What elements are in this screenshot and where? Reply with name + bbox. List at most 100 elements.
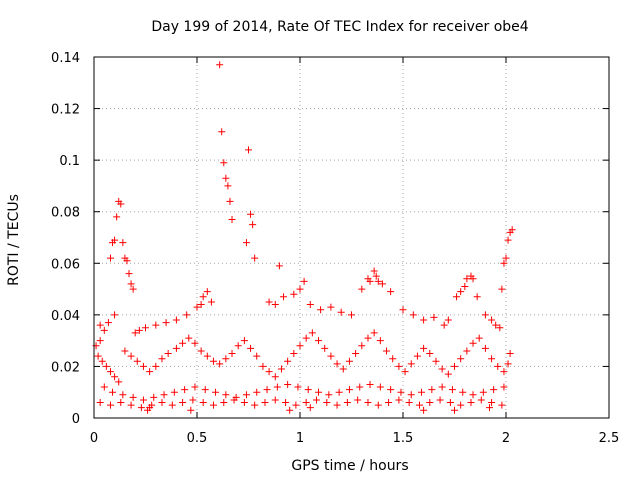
x-tick-label: 0.5: [187, 431, 208, 446]
data-point: [335, 388, 343, 396]
data-point: [494, 362, 502, 370]
data-point: [242, 239, 250, 247]
data-point: [372, 272, 380, 280]
data-point: [127, 401, 135, 409]
data-point: [96, 321, 104, 329]
data-point: [158, 399, 166, 407]
data-point: [370, 267, 378, 275]
data-point: [345, 357, 353, 365]
data-point: [106, 254, 114, 262]
x-tick-labels: 0 0.5 1 1.5 2 2.5: [90, 431, 619, 446]
data-point: [142, 324, 149, 332]
data-point: [181, 386, 189, 394]
data-point: [356, 383, 364, 391]
data-point: [234, 342, 242, 350]
data-point: [327, 352, 335, 360]
data-point: [428, 386, 436, 394]
data-point: [473, 293, 481, 301]
data-point: [292, 401, 300, 409]
data-point: [500, 368, 508, 376]
data-point: [448, 386, 456, 394]
data-point: [222, 391, 230, 399]
data-point: [290, 290, 298, 298]
data-point: [496, 324, 504, 332]
data-point: [432, 357, 440, 365]
data-point: [96, 399, 104, 407]
data-point: [150, 393, 158, 401]
data-point: [139, 362, 147, 370]
data-point: [364, 334, 372, 342]
data-point: [222, 174, 230, 182]
data-point: [345, 386, 353, 394]
data-point: [321, 344, 329, 352]
data-point: [339, 365, 347, 373]
data-point: [199, 293, 207, 301]
data-point: [160, 391, 168, 399]
data-point: [364, 399, 372, 407]
data-point: [104, 319, 112, 327]
data-point: [333, 401, 341, 409]
data-point: [481, 311, 489, 319]
data-point: [475, 334, 483, 342]
data-point: [249, 221, 257, 229]
data-point: [395, 396, 403, 404]
data-point: [376, 383, 384, 391]
x-tick-label: 1.5: [393, 431, 414, 446]
data-point: [399, 306, 407, 314]
data-point: [109, 388, 117, 396]
data-point: [94, 352, 102, 360]
data-point: [115, 378, 123, 386]
data-point: [374, 401, 382, 409]
y-tick-label: 0.02: [51, 360, 80, 375]
x-axis-label: GPS time / hours: [291, 458, 408, 474]
data-point: [315, 337, 323, 345]
data-point: [146, 404, 154, 412]
data-point: [259, 362, 267, 370]
data-point: [387, 288, 395, 296]
data-point: [135, 326, 143, 334]
data-point: [183, 311, 191, 319]
data-point: [286, 406, 294, 414]
data-point: [193, 303, 201, 311]
data-point: [395, 362, 403, 370]
data-point: [304, 386, 312, 394]
x-tick-label: 2: [502, 431, 510, 446]
data-point: [263, 386, 271, 394]
data-point: [111, 373, 119, 381]
data-point: [247, 210, 255, 218]
data-point: [123, 257, 131, 265]
data-point: [197, 301, 205, 309]
data-point: [251, 254, 259, 262]
data-point: [137, 404, 145, 412]
data-point: [240, 399, 248, 407]
data-point: [306, 301, 314, 309]
data-point: [426, 350, 434, 358]
data-point: [106, 401, 114, 409]
data-point: [492, 321, 500, 329]
data-point: [387, 386, 395, 394]
data-point: [284, 380, 292, 388]
data-point: [327, 303, 335, 311]
data-point: [300, 277, 308, 285]
y-tick-labels: 0 0.02 0.04 0.06 0.08 0.1 0.12 0.14: [51, 51, 80, 427]
data-point: [420, 406, 428, 414]
data-point: [253, 388, 261, 396]
y-axis-label: ROTI / TECUs: [6, 194, 22, 286]
data-point: [119, 239, 127, 247]
y-tick-label: 0.08: [51, 206, 80, 221]
data-point: [506, 228, 514, 236]
data-point: [444, 316, 452, 324]
data-point: [172, 344, 180, 352]
data-point: [467, 399, 475, 407]
data-point: [139, 396, 147, 404]
data-point: [129, 285, 137, 293]
data-point: [191, 339, 199, 347]
data-point: [488, 316, 496, 324]
data-point: [152, 321, 160, 329]
data-point: [168, 401, 176, 409]
data-point: [407, 391, 415, 399]
data-point: [401, 368, 409, 376]
data-point: [504, 360, 512, 368]
data-point: [506, 350, 514, 358]
